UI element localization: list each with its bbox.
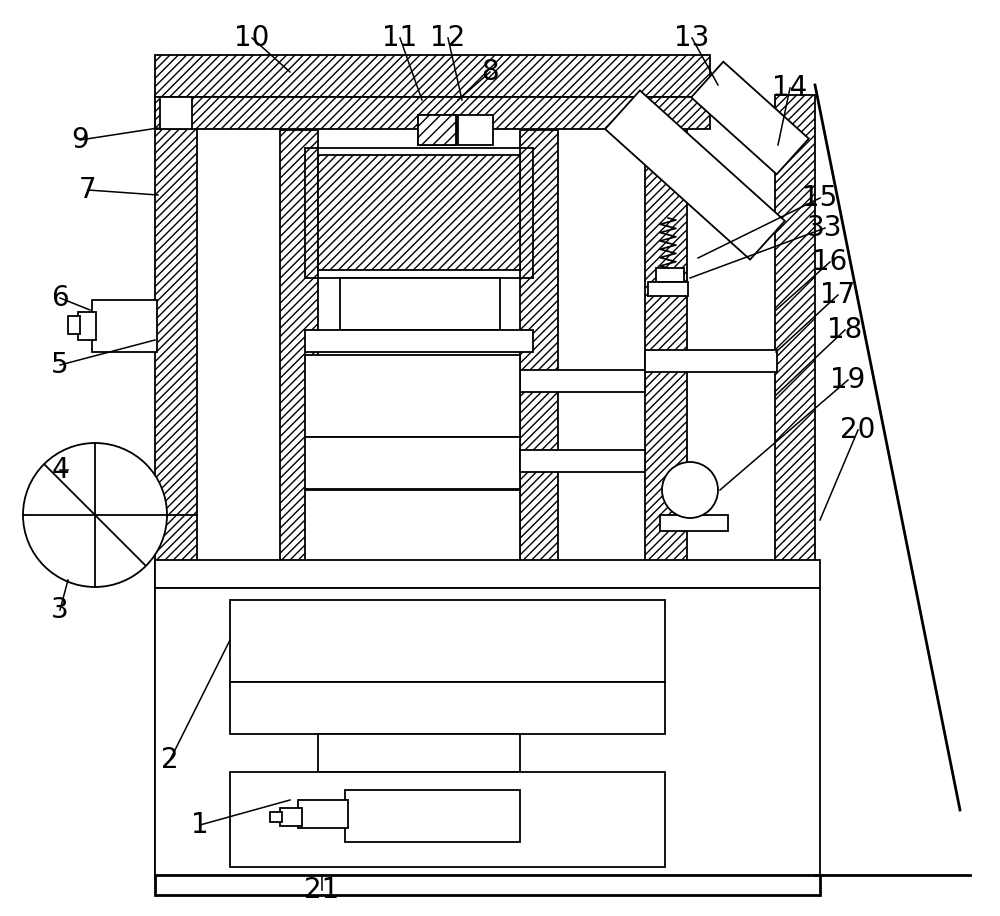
Bar bbox=[418, 115, 456, 145]
Bar bbox=[305, 148, 533, 278]
Bar bbox=[68, 316, 80, 334]
Text: 21: 21 bbox=[304, 876, 340, 904]
Bar bbox=[345, 790, 520, 842]
Bar bbox=[305, 330, 533, 352]
Bar bbox=[155, 560, 820, 588]
Bar bbox=[520, 370, 645, 392]
Bar bbox=[280, 808, 302, 826]
Bar bbox=[418, 115, 456, 145]
Text: 10: 10 bbox=[234, 24, 270, 52]
Bar bbox=[155, 588, 820, 878]
Bar bbox=[155, 875, 820, 895]
Text: 13: 13 bbox=[674, 24, 710, 52]
Text: 8: 8 bbox=[481, 58, 499, 86]
Bar bbox=[648, 282, 688, 296]
Bar bbox=[305, 355, 520, 437]
Text: 11: 11 bbox=[382, 24, 418, 52]
Text: 15: 15 bbox=[802, 184, 838, 212]
Text: 19: 19 bbox=[830, 366, 866, 394]
Bar bbox=[230, 600, 665, 682]
Text: 16: 16 bbox=[812, 248, 848, 276]
Polygon shape bbox=[691, 61, 809, 174]
Bar bbox=[78, 312, 96, 340]
Bar bbox=[155, 95, 197, 880]
Text: 14: 14 bbox=[772, 74, 808, 102]
Text: 5: 5 bbox=[51, 351, 69, 379]
Bar bbox=[305, 490, 520, 562]
Text: 2: 2 bbox=[161, 746, 179, 774]
Bar bbox=[155, 55, 710, 97]
Bar bbox=[656, 268, 684, 282]
Bar bbox=[230, 682, 665, 734]
Bar bbox=[155, 97, 710, 129]
Text: 4: 4 bbox=[51, 456, 69, 484]
Bar bbox=[298, 800, 348, 828]
Bar bbox=[458, 115, 493, 145]
Bar bbox=[318, 734, 520, 772]
Text: 6: 6 bbox=[51, 284, 69, 312]
Bar bbox=[645, 95, 687, 880]
Bar bbox=[160, 97, 192, 129]
Bar bbox=[318, 155, 520, 270]
Text: 20: 20 bbox=[840, 416, 876, 444]
Text: 9: 9 bbox=[71, 126, 89, 154]
Bar bbox=[230, 772, 665, 867]
Bar bbox=[520, 450, 645, 472]
Circle shape bbox=[23, 443, 167, 587]
Bar bbox=[660, 515, 728, 531]
Bar bbox=[520, 130, 558, 620]
Bar bbox=[305, 437, 520, 489]
Bar bbox=[270, 812, 282, 822]
Text: 1: 1 bbox=[191, 811, 209, 839]
Text: 7: 7 bbox=[79, 176, 97, 204]
Text: 17: 17 bbox=[820, 281, 856, 309]
Circle shape bbox=[662, 462, 718, 518]
Bar bbox=[280, 130, 318, 620]
Text: 18: 18 bbox=[827, 316, 863, 344]
Text: 12: 12 bbox=[430, 24, 466, 52]
Bar bbox=[645, 350, 777, 372]
Bar bbox=[92, 300, 157, 352]
Bar bbox=[775, 95, 815, 880]
Bar bbox=[340, 278, 500, 330]
Polygon shape bbox=[605, 91, 785, 259]
Text: 3: 3 bbox=[51, 596, 69, 624]
Text: 33: 33 bbox=[807, 214, 843, 242]
